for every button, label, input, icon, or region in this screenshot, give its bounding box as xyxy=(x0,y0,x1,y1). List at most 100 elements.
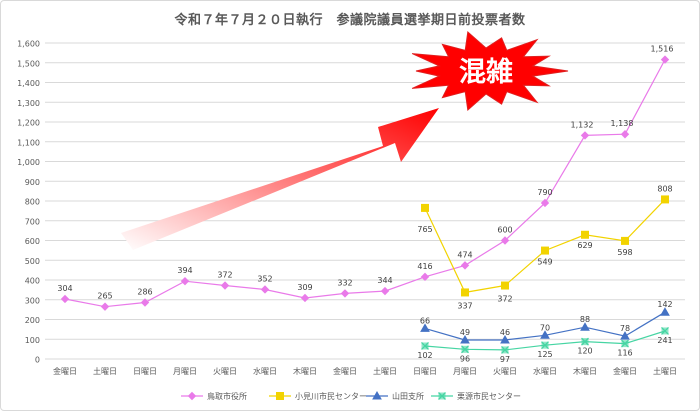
y-tick-label: 1,200 xyxy=(17,119,40,128)
data-point-cross xyxy=(621,339,629,348)
data-point xyxy=(500,236,510,245)
y-tick-label: 1,100 xyxy=(17,138,40,147)
data-point-cross xyxy=(438,392,446,400)
data-point xyxy=(541,246,549,255)
y-tick-label: 1,300 xyxy=(17,99,40,108)
data-point-cross xyxy=(501,345,509,354)
data-label: 102 xyxy=(417,351,432,360)
data-label: 598 xyxy=(617,248,632,257)
legend: 鳥取市役所 小見川市民センター 山田支所 栗源市民センター xyxy=(181,390,521,401)
data-point xyxy=(276,392,284,400)
x-tick-label: 木曜日 xyxy=(293,366,317,376)
y-tick-label: 0 xyxy=(35,356,40,365)
data-point xyxy=(620,130,630,139)
trend-arrow-shape xyxy=(121,108,439,250)
data-point xyxy=(620,331,630,340)
data-point xyxy=(621,339,629,348)
y-tick-label: 700 xyxy=(25,217,40,226)
data-label: 1,132 xyxy=(571,120,594,129)
data-point xyxy=(438,392,446,400)
data-point xyxy=(372,390,382,400)
y-tick-label: 1,400 xyxy=(17,79,40,88)
data-point xyxy=(260,285,270,294)
data-label: 96 xyxy=(460,354,470,363)
y-tick-label: 100 xyxy=(25,336,40,345)
data-label: 116 xyxy=(617,349,632,358)
data-label: 352 xyxy=(257,274,272,283)
data-label: 46 xyxy=(500,328,510,337)
data-point-cross xyxy=(421,342,429,350)
x-tick-label: 日曜日 xyxy=(413,367,437,376)
data-point xyxy=(540,198,550,208)
data-point xyxy=(380,286,390,296)
y-tick-label: 200 xyxy=(25,316,40,325)
data-label: 372 xyxy=(217,271,232,280)
x-tick-label: 月曜日 xyxy=(453,367,477,376)
data-label: 241 xyxy=(657,336,672,345)
legend-label: 鳥取市役所 xyxy=(207,391,247,401)
data-point xyxy=(501,345,509,354)
data-label: 394 xyxy=(177,266,192,275)
y-tick-label: 400 xyxy=(25,277,40,286)
data-point xyxy=(187,391,197,401)
data-label: 808 xyxy=(657,184,672,193)
data-label: 344 xyxy=(377,276,392,285)
data-label: 790 xyxy=(537,188,552,197)
data-label: 265 xyxy=(97,292,112,301)
data-label: 49 xyxy=(460,328,470,337)
x-tick-label: 日曜日 xyxy=(133,367,157,376)
x-tick-label: 水曜日 xyxy=(253,366,277,376)
data-point xyxy=(661,326,669,335)
data-point xyxy=(421,342,429,350)
crowded-burst: 混雑 xyxy=(411,31,569,111)
data-label: 120 xyxy=(577,347,592,356)
data-label: 474 xyxy=(457,250,472,259)
x-tick-label: 金曜日 xyxy=(333,366,357,376)
data-label: 600 xyxy=(497,226,512,235)
data-point xyxy=(621,236,629,245)
y-tick-label: 1,000 xyxy=(17,158,40,167)
legend-label: 山田支所 xyxy=(392,391,424,401)
data-label: 1,138 xyxy=(611,119,634,128)
x-tick-label: 金曜日 xyxy=(613,366,637,376)
data-point xyxy=(340,289,350,298)
data-point xyxy=(460,261,470,270)
data-point xyxy=(300,293,310,303)
data-label: 125 xyxy=(537,350,552,359)
data-point xyxy=(581,230,589,239)
data-point-cross xyxy=(661,326,669,335)
x-tick-label: 金曜日 xyxy=(53,366,77,376)
crowded-label: 混雑 xyxy=(459,56,513,88)
data-label: 629 xyxy=(577,241,592,250)
data-label: 304 xyxy=(57,284,72,293)
x-tick-label: 火曜日 xyxy=(213,367,237,376)
chart-title: 令和７年７月２０日執行 参議院議員選挙期日前投票者数 xyxy=(174,13,526,28)
x-tick-label: 土曜日 xyxy=(93,366,117,376)
x-tick-label: 月曜日 xyxy=(173,367,197,376)
data-point xyxy=(461,288,469,297)
data-label: 88 xyxy=(580,315,590,324)
x-tick-label: 土曜日 xyxy=(373,366,397,376)
data-point xyxy=(501,281,509,290)
data-point xyxy=(60,294,70,304)
y-tick-label: 1,600 xyxy=(17,40,40,49)
x-tick-label: 火曜日 xyxy=(493,367,517,376)
data-label: 286 xyxy=(137,288,152,297)
data-point xyxy=(580,131,590,140)
data-point xyxy=(661,195,669,204)
data-label: 332 xyxy=(337,278,352,287)
data-point xyxy=(580,322,590,331)
data-label: 66 xyxy=(420,316,430,325)
x-tick-label: 土曜日 xyxy=(653,366,677,376)
data-label: 372 xyxy=(497,295,512,304)
y-tick-label: 500 xyxy=(25,257,40,266)
data-point-cross xyxy=(581,337,589,346)
data-point xyxy=(500,335,510,344)
data-label: 337 xyxy=(457,301,472,310)
data-point xyxy=(540,330,550,339)
data-label: 70 xyxy=(540,323,550,332)
data-point xyxy=(581,337,589,346)
y-tick-label: 1,500 xyxy=(17,59,40,68)
